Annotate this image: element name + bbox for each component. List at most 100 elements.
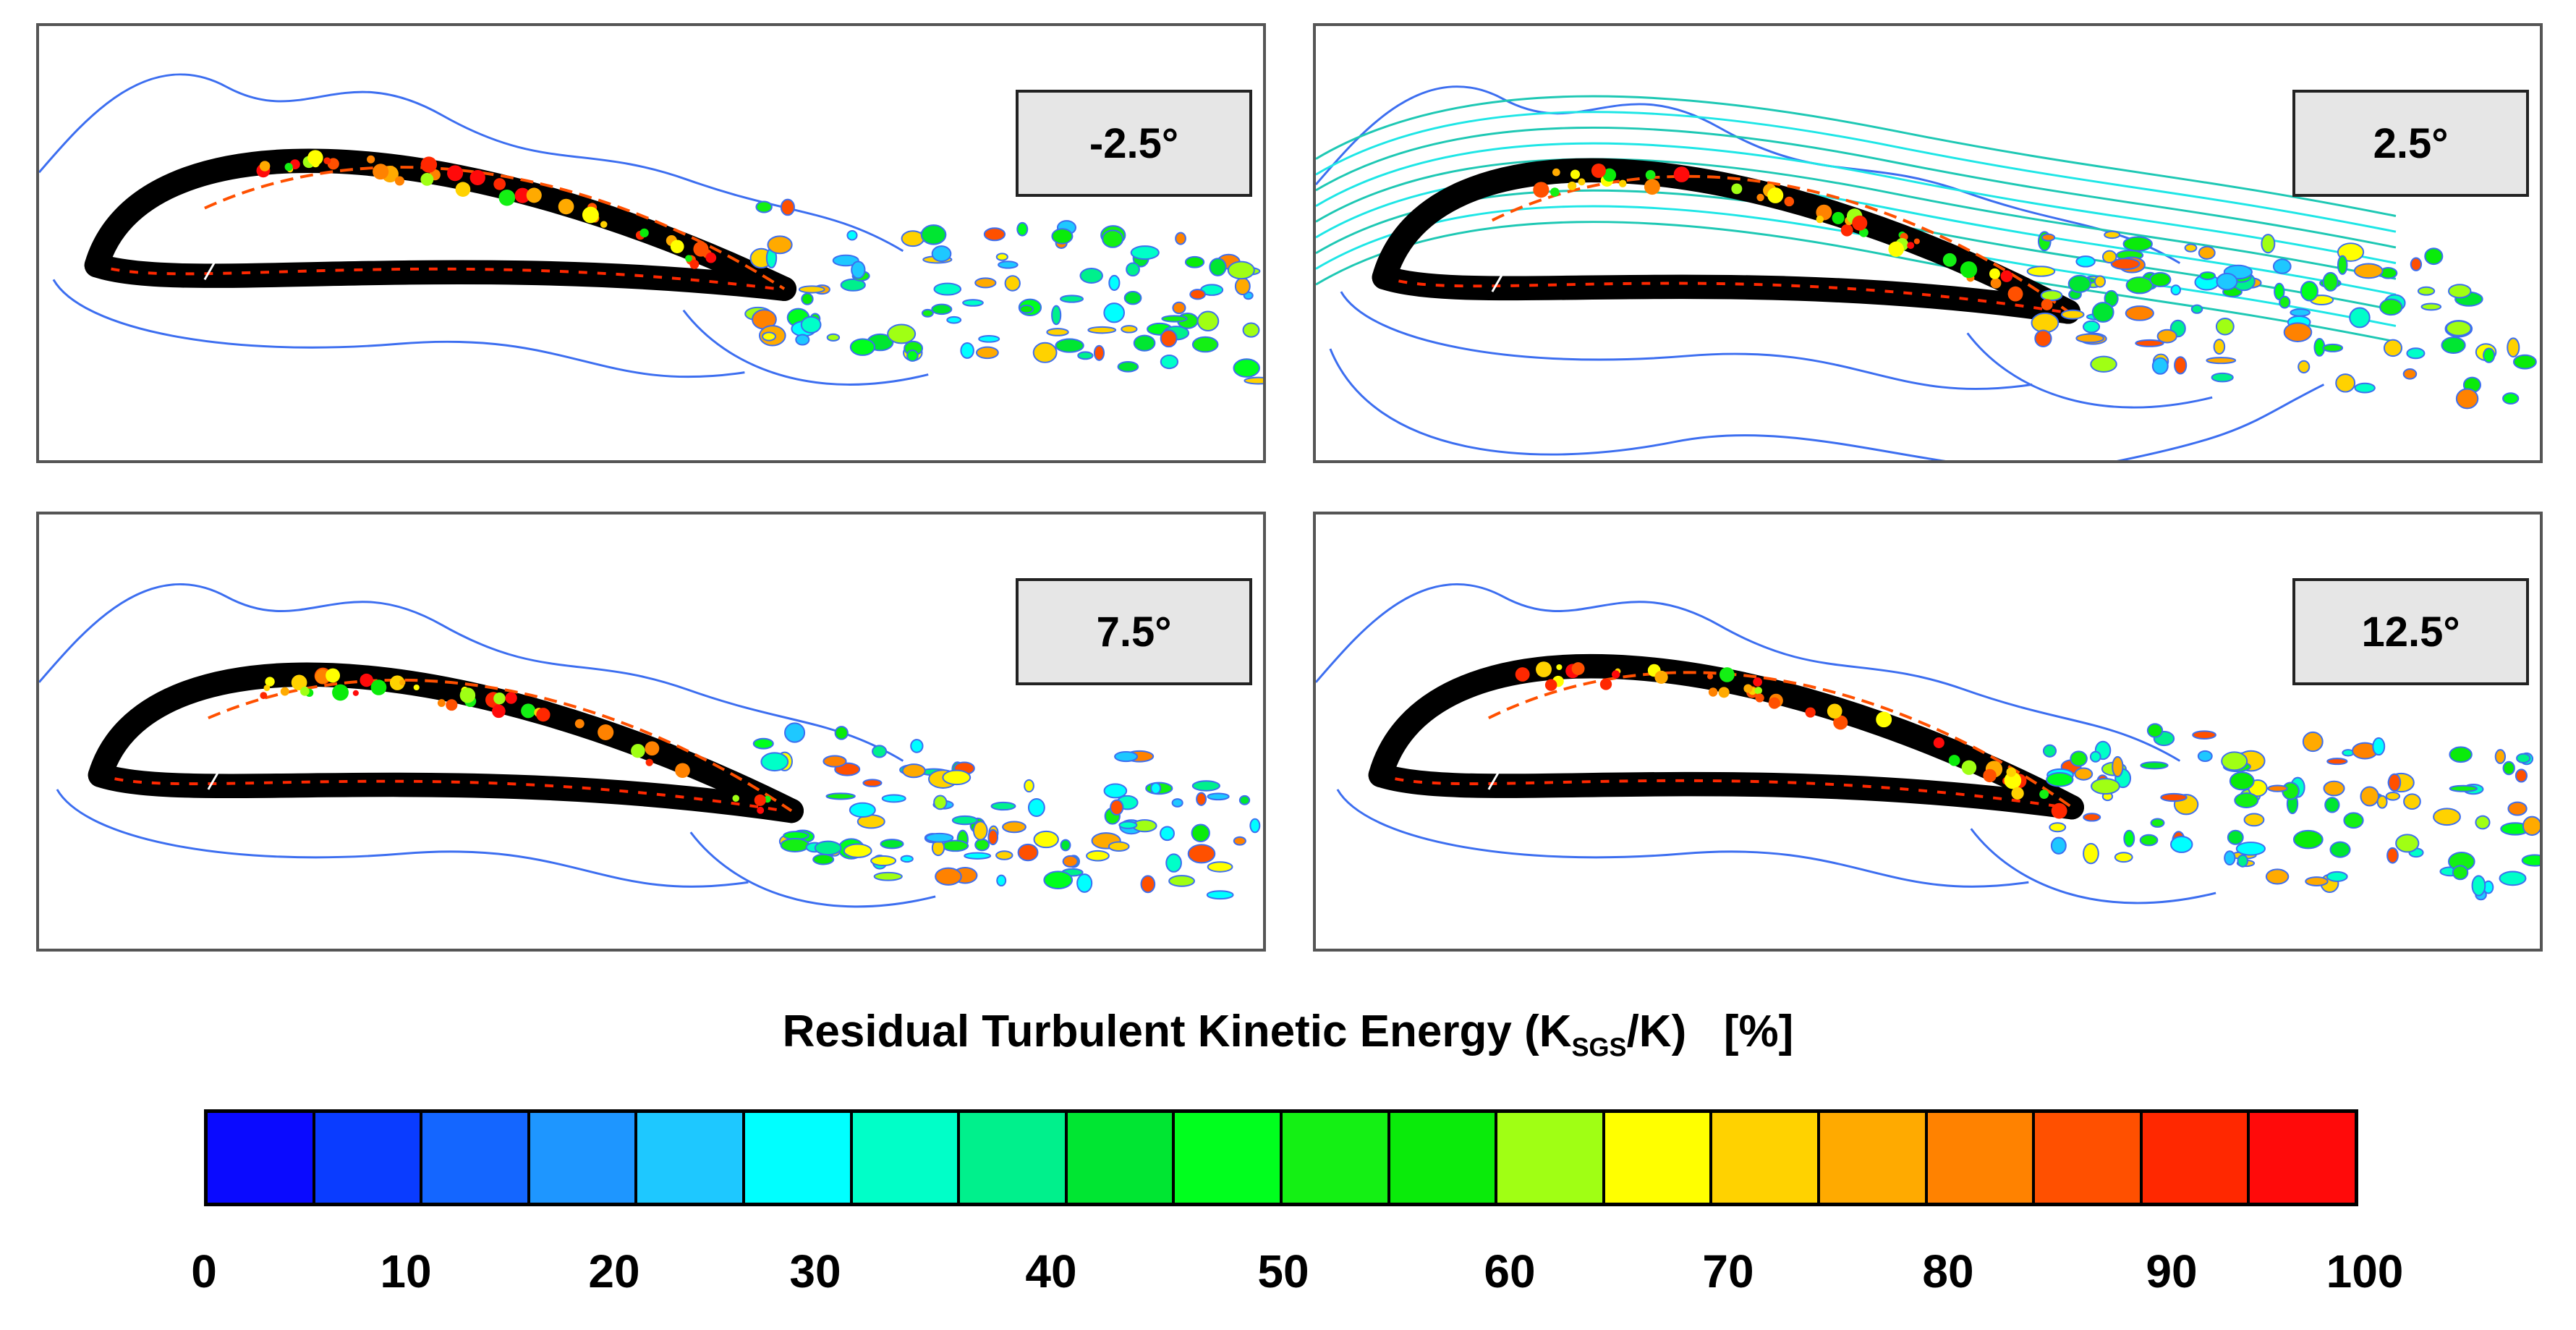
eddy	[332, 684, 349, 701]
colorbar-cell	[1067, 1113, 1176, 1203]
colorbar-cell	[2035, 1113, 2143, 1203]
eddy	[972, 821, 988, 841]
eddy	[1827, 703, 1842, 719]
airfoil-boundary-layer	[111, 267, 778, 291]
colorbar-title-tail: /K)	[1626, 1007, 1687, 1056]
panel-aoa-7-5: 7.5°	[36, 512, 1266, 952]
eddy	[931, 303, 953, 315]
boundary-layer-eddies	[1515, 661, 2067, 819]
eddy	[1060, 839, 1071, 852]
wake-eddies	[744, 198, 1263, 385]
eddy	[933, 282, 962, 296]
colorbar-title-subscript: SGS	[1571, 1032, 1627, 1062]
eddy	[1160, 329, 1178, 348]
eddy	[925, 832, 954, 843]
eddy	[670, 240, 684, 254]
eddy	[2049, 822, 2067, 833]
airfoil-seam	[1487, 763, 1505, 790]
eddy	[2322, 271, 2339, 292]
eddy	[280, 687, 289, 696]
eddy	[1043, 871, 1074, 889]
eddy	[843, 843, 872, 858]
eddy	[2197, 750, 2213, 763]
eddy	[2402, 368, 2418, 380]
eddy	[1189, 289, 1206, 300]
eddy	[1150, 782, 1162, 795]
eddy	[2406, 347, 2426, 360]
eddy	[1079, 268, 1103, 284]
eddy	[1055, 338, 1084, 353]
airfoil	[88, 662, 804, 823]
eddy	[2326, 758, 2348, 766]
eddy	[526, 187, 542, 203]
eddy	[284, 163, 293, 171]
angle-label: 12.5°	[2292, 578, 2529, 685]
eddy	[1114, 750, 1139, 763]
eddy	[1989, 268, 2000, 279]
eddy	[2060, 309, 2085, 320]
eddy	[2507, 337, 2520, 357]
wake-eddies	[2042, 723, 2540, 901]
eddy	[1160, 826, 1175, 842]
eddy	[2343, 812, 2364, 829]
eddy	[2449, 784, 2478, 792]
eddy	[582, 206, 599, 224]
eddy	[2424, 247, 2444, 266]
airfoil-seam	[203, 254, 221, 281]
eddy	[1060, 295, 1084, 303]
eddy	[493, 692, 506, 705]
eddy	[2360, 786, 2379, 807]
contour-plot	[1316, 85, 2537, 460]
eddy	[2265, 868, 2290, 885]
eddy	[2261, 234, 2276, 254]
contour-line	[1316, 158, 2397, 280]
eddy	[2139, 834, 2159, 847]
eddy	[459, 687, 476, 703]
eddy	[2135, 339, 2164, 347]
colorbar-cell	[1604, 1113, 1713, 1203]
eddy	[2150, 818, 2165, 828]
eddy	[514, 187, 530, 203]
eddy	[1046, 328, 1069, 336]
eddy	[1017, 843, 1039, 862]
eddy	[2522, 816, 2540, 836]
eddy	[1833, 715, 1848, 730]
eddy	[1645, 170, 1656, 180]
eddy	[760, 752, 789, 772]
eddy	[2353, 263, 2384, 279]
eddy	[1171, 798, 1183, 808]
eddy	[2216, 272, 2238, 291]
eddy	[801, 292, 814, 305]
eddy	[2192, 730, 2216, 740]
contour-line	[1970, 828, 2216, 905]
eddy	[1033, 830, 1059, 849]
eddy	[1121, 325, 1138, 334]
eddy	[2070, 750, 2088, 767]
eddy	[920, 224, 947, 245]
eddy	[1644, 179, 1660, 195]
eddy	[352, 690, 359, 696]
eddy	[399, 679, 406, 686]
colorbar-tick-label: 60	[1484, 1245, 1536, 1297]
eddy	[2272, 258, 2292, 274]
eddy	[2507, 801, 2528, 816]
eddy	[1942, 253, 1957, 267]
colorbar-cell	[422, 1113, 530, 1203]
eddy	[420, 172, 434, 186]
airfoil-lower-surface	[1372, 265, 2081, 324]
eddy	[2146, 723, 2164, 738]
contour-line	[1316, 85, 2181, 264]
eddy	[1027, 797, 1045, 818]
eddy	[1168, 875, 1195, 887]
eddy	[995, 850, 1013, 860]
eddy	[1673, 166, 1690, 182]
eddy	[1933, 737, 1944, 748]
eddy	[1743, 684, 1753, 693]
eddy	[990, 801, 1016, 811]
eddy	[2329, 841, 2351, 858]
eddy	[755, 200, 773, 213]
eddy	[685, 255, 692, 262]
eddy	[1618, 179, 1627, 187]
eddy	[2041, 233, 2056, 242]
eddy	[1103, 302, 1126, 323]
